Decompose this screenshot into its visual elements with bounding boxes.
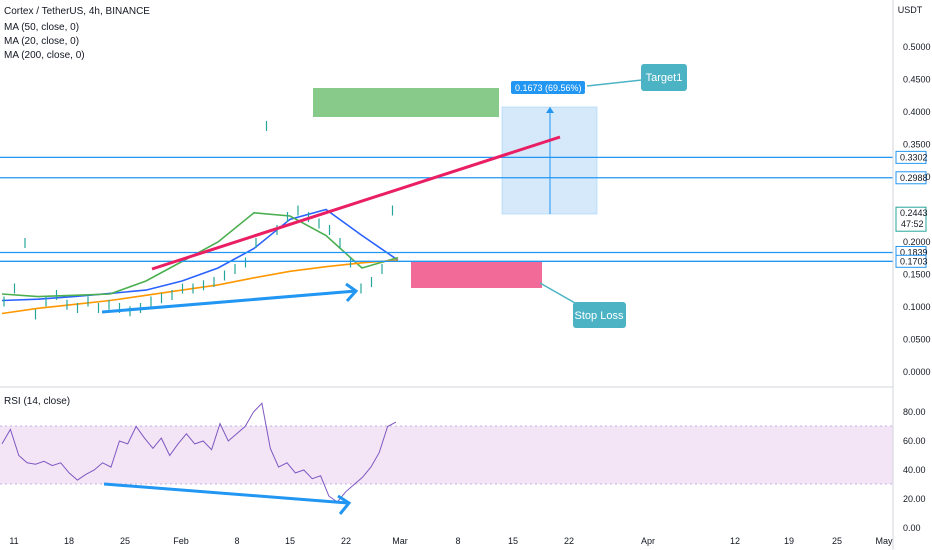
indicator-ma200[interactable]: MA (200, close, 0) xyxy=(4,50,85,61)
currency-label: USDT xyxy=(898,5,923,15)
indicator-ma50[interactable]: MA (50, close, 0) xyxy=(4,22,80,33)
time-tick-11: Apr xyxy=(641,536,655,546)
price-tick-1: 0.4500 xyxy=(903,75,931,85)
target-callout-line xyxy=(586,79,643,87)
time-tick-2: 25 xyxy=(120,536,130,546)
price-tag-0: 0.3302 xyxy=(895,150,928,164)
rsi-tick-4: 0.00 xyxy=(903,523,921,533)
time-tick-7: Mar xyxy=(392,536,408,546)
ma-line-2 xyxy=(1,259,399,315)
time-tick-10: 22 xyxy=(564,536,574,546)
rsi-tick-2: 40.00 xyxy=(903,465,926,475)
rsi-title: RSI (14, close) xyxy=(4,396,71,407)
time-tick-1: 18 xyxy=(64,536,74,546)
divergence-arrow[interactable] xyxy=(101,289,357,314)
stop-callout-line xyxy=(539,282,576,304)
price-tick-7: 0.1000 xyxy=(903,302,931,312)
price-tag-label-4: 0.1703 xyxy=(900,256,928,266)
indicator-ma20[interactable]: MA (20, close, 0) xyxy=(4,36,80,47)
target-callout-text: Target1 xyxy=(646,72,683,84)
rsi-band xyxy=(0,426,893,484)
ma-line-0 xyxy=(1,208,399,302)
ma-line-1 xyxy=(1,211,399,298)
time-tick-14: 25 xyxy=(832,536,842,546)
time-tick-3: Feb xyxy=(173,536,189,546)
rsi-tick-0: 80.00 xyxy=(903,407,926,417)
rsi-axis[interactable]: 80.00 60.00 40.00 20.00 0.00 xyxy=(903,407,926,533)
time-tick-6: 22 xyxy=(341,536,351,546)
chart-title: Cortex / TetherUS, 4h, BINANCE xyxy=(4,6,150,17)
time-tick-12: 12 xyxy=(730,536,740,546)
time-axis[interactable]: 11 18 25 Feb 8 15 22 Mar 8 15 22 Apr 12 19 25 May xyxy=(9,536,893,546)
rsi-divergence-arrow-head xyxy=(337,494,352,515)
rsi-line xyxy=(1,402,397,503)
price-tick-9: 0.0000 xyxy=(903,367,931,377)
price-tick-5: 0.2000 xyxy=(903,237,931,247)
price-tag-4: 0.1703 xyxy=(895,254,928,268)
price-tick-6: 0.1500 xyxy=(903,270,931,280)
price-tick-3: 0.3500 xyxy=(903,140,931,150)
measure-label-box xyxy=(511,81,585,94)
price-tag-label-0: 0.3302 xyxy=(900,152,928,162)
divergence-arrow-head xyxy=(345,282,359,303)
candles xyxy=(3,121,394,320)
measure-label: 0.1673 (69.56%) 1673 xyxy=(515,83,604,93)
measure-arrow-head xyxy=(546,107,554,113)
time-tick-0: 11 xyxy=(9,536,18,546)
moving-averages xyxy=(1,208,399,315)
target-callout[interactable] xyxy=(641,64,687,91)
rsi-tick-1: 60.00 xyxy=(903,436,926,446)
rsi-polyline xyxy=(1,402,397,503)
price-tag-label-3: 0.1839 xyxy=(900,247,928,257)
rsi-tick-3: 20.00 xyxy=(903,494,926,504)
stop-zone[interactable] xyxy=(411,261,542,288)
stop-callout[interactable] xyxy=(573,302,626,328)
price-tag-1: 0.2988 xyxy=(895,171,928,185)
trend-line[interactable] xyxy=(151,135,561,271)
time-tick-8: 8 xyxy=(455,536,460,546)
target-zone[interactable] xyxy=(313,88,499,117)
time-tick-13: 19 xyxy=(784,536,794,546)
price-tick-0: 0.5000 xyxy=(903,42,931,52)
rsi-divergence-arrow[interactable] xyxy=(103,482,349,505)
price-tag-label-2: 0.2443 xyxy=(900,208,928,218)
price-tag-label-1: 0.2988 xyxy=(900,173,928,183)
price-tag-sub-2: 47:52 xyxy=(901,219,924,229)
time-tick-15: May xyxy=(875,536,893,546)
time-tick-4: 8 xyxy=(234,536,239,546)
time-tick-5: 15 xyxy=(285,536,295,546)
stop-callout-text: Stop Loss xyxy=(575,310,624,322)
horizontal-lines[interactable] xyxy=(0,156,893,262)
time-tick-9: 15 xyxy=(508,536,518,546)
price-tick-8: 0.0500 xyxy=(903,335,931,345)
price-tick-2: 0.4000 xyxy=(903,107,931,117)
